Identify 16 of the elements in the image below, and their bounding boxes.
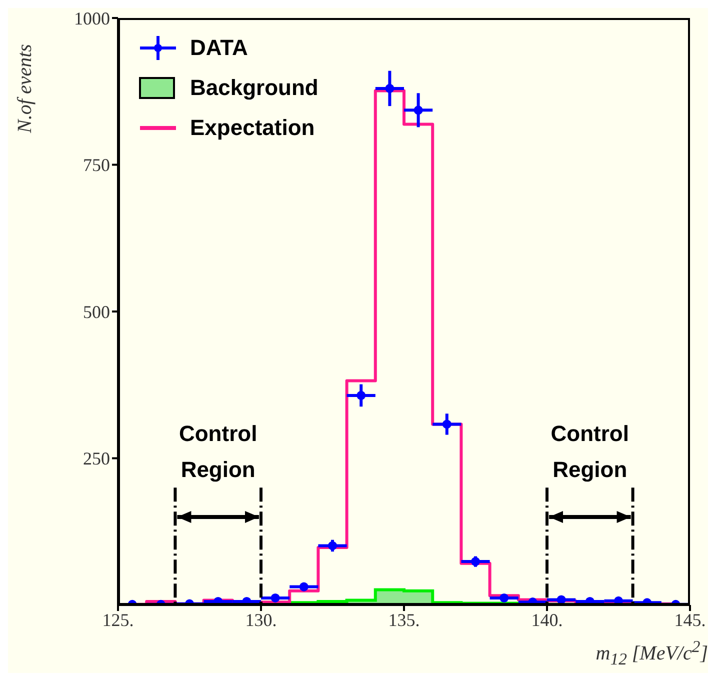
x-tick-label: 140.	[531, 610, 563, 630]
x-tick-label: 135.	[388, 610, 420, 630]
x-tick-label: 145.	[674, 610, 706, 630]
annotation: Control Region	[550, 420, 630, 484]
y-tick-label: 500	[83, 302, 110, 322]
x-axis-title: m$_{12}$ [MeV/c$^{2}$]	[596, 637, 708, 670]
y-tick-label: 250	[83, 448, 110, 469]
legend-label: DATA	[190, 35, 248, 61]
legend-label: Background	[190, 75, 318, 101]
y-tick-label: 750	[83, 155, 110, 176]
x-tick-label: 125.	[102, 610, 134, 630]
y-tick-label: 1000	[74, 8, 110, 28]
y-axis-title: N.of events	[14, 44, 36, 132]
annotation: Control Region	[178, 420, 258, 484]
x-tick-label: 130.	[245, 610, 277, 630]
legend-label: Expectation	[190, 115, 315, 141]
